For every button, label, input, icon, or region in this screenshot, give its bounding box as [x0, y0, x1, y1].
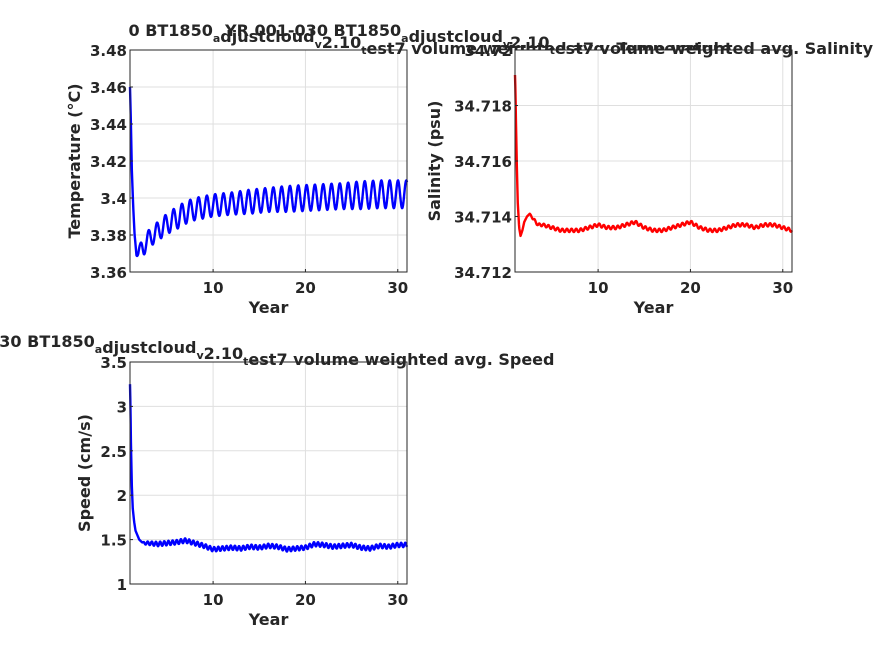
y-tick-label: 3.48 — [90, 42, 127, 60]
chart-panel-2: 10 20 30 34.712 34.714 34.716 34.718 34.72 Year S… — [224, 21, 874, 317]
x-axis-label: Year — [248, 298, 289, 317]
y-tick-label: 3.46 — [90, 79, 127, 97]
title-text: YR 001-030 BT1850 — [224, 21, 401, 40]
y-axis-label: Salinity (psu) — [425, 101, 444, 222]
x-tick-label: 30 — [387, 591, 408, 609]
title-subscript: a — [95, 343, 102, 356]
x-tick-label: 20 — [295, 279, 316, 297]
title-text: djustcloud — [102, 338, 196, 357]
title-text: est7 volume weighted avg. Salinity — [555, 39, 874, 58]
chart-panel-3: 10 20 30 1 1.5 2 2.5 3 3.5 Year Speed (cm/s) -030 B… — [0, 332, 554, 629]
title-text: 2.10 — [322, 33, 361, 52]
y-tick-label: 34.712 — [454, 264, 512, 282]
x-tick-label: 30 — [387, 279, 408, 297]
series-line-1 — [128, 384, 409, 553]
chart-panel-1: 10 20 30 3.36 3.38 3.4 3.42 3.44 3.46 3.48 Year Tem… — [65, 21, 732, 317]
y-tick-label: 1.5 — [100, 532, 127, 550]
title-subscript: v — [197, 349, 205, 362]
y-axis-label: Speed (cm/s) — [75, 414, 94, 532]
axes-frame — [129, 361, 408, 585]
title-subscript: v — [315, 38, 323, 51]
x-axis-label: Year — [248, 610, 289, 629]
series-line-1 — [128, 86, 409, 258]
y-axis-label: Temperature (°C) — [65, 83, 84, 238]
y-tick-label: 3.42 — [90, 153, 127, 171]
y-tick-label: 2.5 — [100, 443, 127, 461]
title-text: djustcloud — [409, 27, 503, 46]
x-tick-label: 20 — [680, 279, 701, 297]
series-line-1 — [513, 74, 794, 238]
title-text: est7 volume weighted avg. Speed — [248, 350, 554, 369]
title-subscript: v — [503, 38, 511, 51]
title-text: djustcloud — [220, 27, 314, 46]
chart-title: -030 BT1850adjustcloudv2.10test7 volume … — [0, 332, 554, 369]
x-tick-label: 10 — [203, 591, 224, 609]
title-subscript: t — [243, 355, 248, 368]
y-tick-label: 3.44 — [90, 116, 127, 134]
y-tick-label: 3.36 — [90, 264, 127, 282]
title-text: 0 BT1850 — [128, 21, 212, 40]
title-subscript: t — [550, 44, 555, 57]
chart-panels: 10 20 30 3.36 3.38 3.4 3.42 3.44 3.46 3.48 Year Tem… — [0, 21, 874, 629]
x-axis-label: Year — [633, 298, 674, 317]
y-tick-label: 3 — [117, 398, 127, 416]
y-tick-label: 3.5 — [100, 354, 127, 372]
y-tick-label: 1 — [117, 576, 127, 594]
y-tick-label: 34.718 — [454, 98, 512, 116]
title-subscript: a — [213, 32, 220, 45]
y-tick-label: 34.72 — [465, 42, 512, 60]
x-tick-label: 10 — [588, 279, 609, 297]
title-text: -030 BT1850 — [0, 332, 95, 351]
y-tick-label: 34.716 — [454, 153, 512, 171]
title-text: 2.10 — [510, 33, 549, 52]
title-subscript: t — [361, 44, 366, 57]
chart-title: YR 001-030 BT1850adjustcloudv2.10test7 v… — [224, 21, 874, 58]
x-tick-label: 30 — [772, 279, 793, 297]
x-tick-label: 20 — [295, 591, 316, 609]
x-tick-label: 10 — [203, 279, 224, 297]
y-tick-label: 3.4 — [100, 190, 127, 208]
y-tick-label: 3.38 — [90, 227, 127, 245]
y-tick-label: 34.714 — [454, 209, 512, 227]
title-text: 2.10 — [204, 344, 243, 363]
title-subscript: a — [401, 32, 408, 45]
y-tick-label: 2 — [117, 487, 127, 505]
